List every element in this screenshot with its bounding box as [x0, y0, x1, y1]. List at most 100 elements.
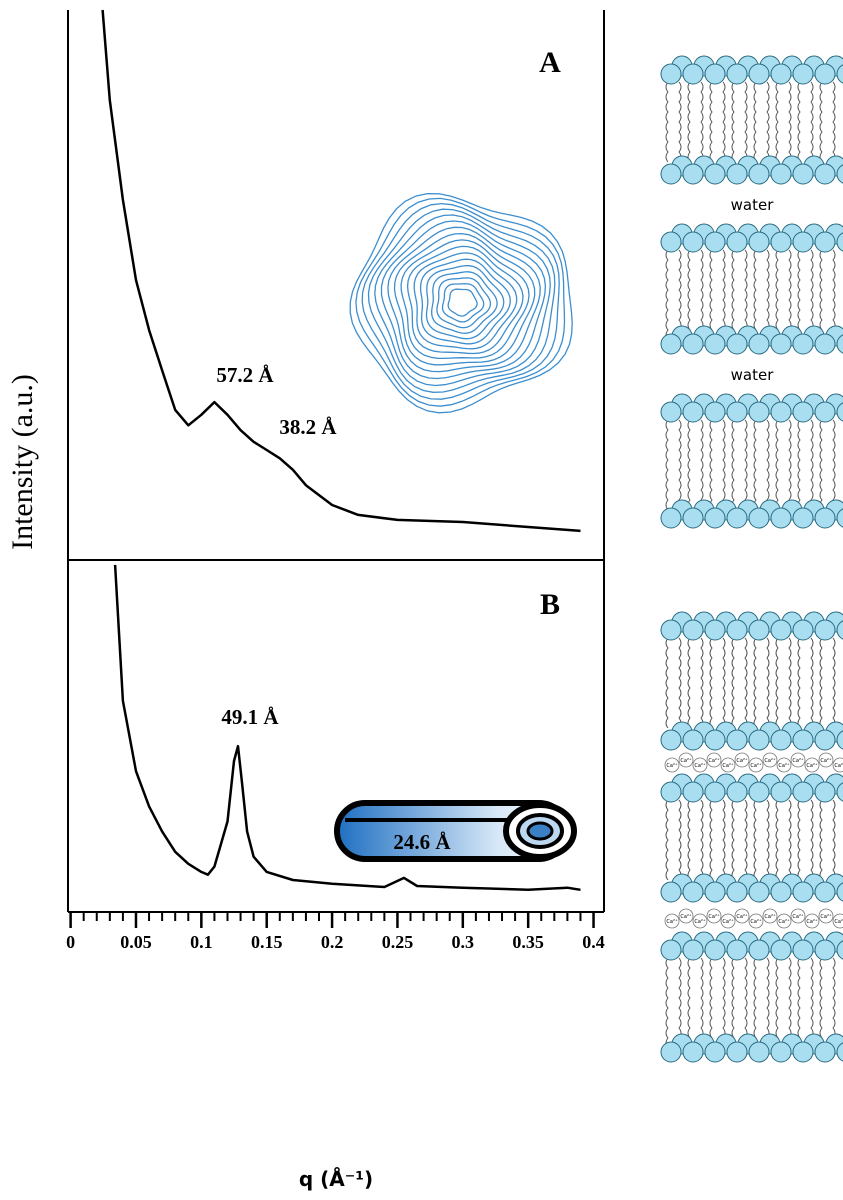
lipid-head	[748, 507, 770, 529]
lipid-head	[704, 781, 726, 803]
ion-label: Ca²⁺	[736, 914, 748, 920]
lipid-head	[660, 939, 682, 961]
lipid-tail	[687, 81, 691, 163]
contour-ring	[400, 239, 530, 360]
ion-label: Ca²⁺	[778, 919, 790, 925]
lipid-head	[704, 619, 726, 641]
lipid-tail	[731, 419, 735, 511]
lipid-tail	[797, 637, 801, 729]
ion	[762, 752, 778, 768]
ion-label: Ca²⁺	[792, 914, 804, 920]
ion-label: Ca²⁺	[722, 763, 734, 769]
lipid-tail	[810, 249, 814, 341]
panel-label: A	[539, 46, 561, 79]
lipid-tail	[700, 637, 704, 729]
ion	[692, 757, 708, 773]
lipid-head	[726, 63, 748, 85]
lipid-head	[792, 63, 814, 85]
lipid-head	[682, 619, 704, 641]
lipid-head	[682, 163, 704, 185]
lipid-head	[660, 1041, 682, 1063]
lipid-tail	[731, 799, 735, 881]
lipid-head	[836, 508, 843, 528]
ion-label: Ca²⁺	[666, 763, 678, 769]
contour-ring	[374, 214, 551, 387]
lipid-tail	[832, 799, 836, 881]
lipid-head	[836, 940, 843, 960]
lipid-head	[704, 729, 726, 751]
lipid-tail	[788, 249, 792, 341]
ion	[706, 908, 722, 924]
contour-ring	[361, 202, 560, 400]
peak-label: 57.2 Å	[216, 363, 274, 387]
lipid-tail	[832, 81, 836, 163]
ion	[734, 908, 750, 924]
lipid-head	[770, 507, 792, 529]
lipid-head	[682, 63, 704, 85]
ion-label: Ca²⁺	[764, 914, 776, 920]
lipid-tail	[788, 799, 792, 881]
x-tick-label: 0.35	[512, 932, 544, 952]
lipid-tail	[665, 957, 669, 1049]
ion	[790, 908, 806, 924]
lipid-tail	[709, 249, 713, 341]
lipid-tail	[753, 637, 757, 729]
lipid-tail	[832, 957, 836, 1049]
lipid-tail	[753, 419, 757, 511]
lipid-tail	[753, 957, 757, 1049]
lipid-head	[748, 619, 770, 641]
lipid-head	[682, 939, 704, 961]
ion-label: Ca²⁺	[694, 763, 706, 769]
lipid-tail	[731, 957, 735, 1049]
lipid-tail	[797, 957, 801, 1049]
lipid-head	[792, 1041, 814, 1063]
lipid-tail	[678, 81, 682, 163]
x-tick-label: 0.15	[251, 932, 283, 952]
ion	[832, 913, 843, 929]
lipid-head	[836, 620, 843, 640]
lipid-tail	[797, 81, 801, 163]
contour-ring	[406, 245, 524, 355]
lipid-head	[704, 333, 726, 355]
lipid-head	[682, 881, 704, 903]
lipid-head	[814, 1041, 836, 1063]
lipid-head	[726, 881, 748, 903]
lipid-head	[726, 619, 748, 641]
lipid-tail	[832, 419, 836, 511]
lipid-tail	[722, 81, 726, 163]
ion-label: Ca²⁺	[750, 919, 762, 925]
lipid-head	[792, 333, 814, 355]
lipid-head	[682, 333, 704, 355]
lipid-tail	[819, 637, 823, 729]
ion	[776, 913, 792, 929]
lipid-tail	[775, 637, 779, 729]
lipid-head	[726, 1041, 748, 1063]
lipid-head	[660, 781, 682, 803]
lipid-head	[814, 507, 836, 529]
lipid-tail	[687, 419, 691, 511]
lipid-head	[682, 401, 704, 423]
lipid-tail	[766, 799, 770, 881]
lipid-tail	[687, 637, 691, 729]
ion	[678, 752, 694, 768]
lipid-tail	[678, 637, 682, 729]
lipid-tail	[709, 419, 713, 511]
lipid-tail	[766, 249, 770, 341]
ion	[748, 757, 764, 773]
lipid-tail	[722, 637, 726, 729]
lipid-tail	[665, 799, 669, 881]
water-label: water	[731, 196, 775, 214]
lipid-tail	[810, 81, 814, 163]
ion	[804, 913, 820, 929]
ion-label: Ca²⁺	[680, 758, 692, 764]
lipid-tail	[832, 249, 836, 341]
lipid-tail	[753, 799, 757, 881]
lipid-head	[792, 401, 814, 423]
lipid-head	[660, 63, 682, 85]
lipid-tail	[700, 419, 704, 511]
lipid-tail	[678, 419, 682, 511]
lipid-head	[726, 231, 748, 253]
lipid-head	[704, 163, 726, 185]
ion	[678, 908, 694, 924]
